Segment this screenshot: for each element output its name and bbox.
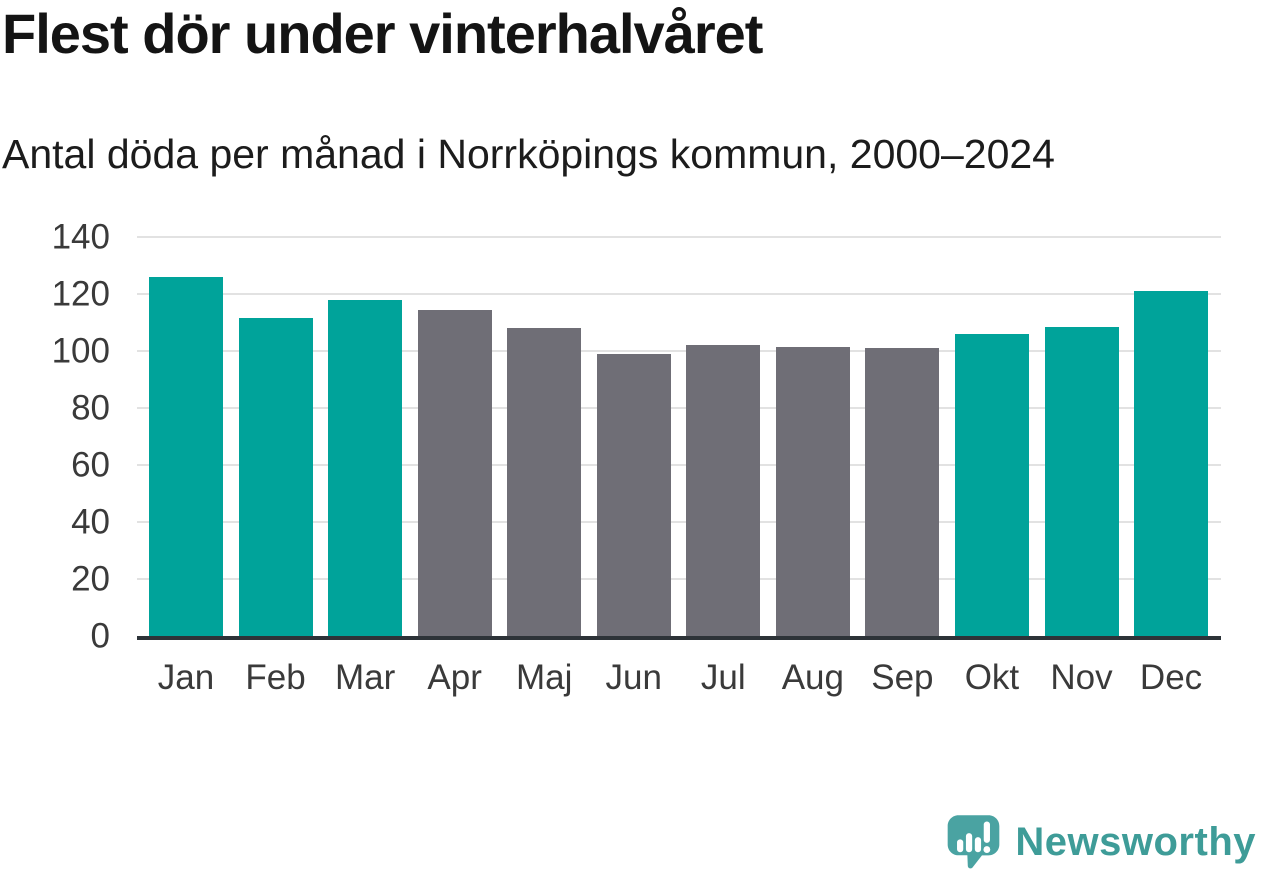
x-tick-label-jul: Jul (700, 658, 746, 697)
y-tick-label-140: 140 (51, 217, 110, 257)
x-tick-label-aug: Aug (781, 658, 844, 697)
y-axis-labels: 0 20 40 60 80 100 120 140 (0, 220, 110, 654)
x-tick-label-feb: Feb (245, 658, 306, 697)
gridline-140 (137, 236, 1221, 238)
bar-feb (238, 318, 313, 636)
x-tick-label-jan: Jan (157, 658, 215, 697)
y-tick-label-60: 60 (71, 445, 110, 485)
bar-nov (1044, 326, 1119, 636)
y-tick-label-100: 100 (51, 331, 110, 371)
y-tick-label-20: 20 (71, 559, 110, 599)
x-tick-label-apr: Apr (427, 658, 482, 697)
gridline-100 (137, 350, 1221, 352)
x-tick-label-sep: Sep (871, 658, 934, 697)
gridline-60 (137, 464, 1221, 466)
x-tick-label-nov: Nov (1050, 658, 1113, 697)
gridline-40 (137, 521, 1221, 523)
branding: Newsworthy (945, 810, 1256, 874)
x-tick-label-okt: Okt (964, 658, 1020, 697)
bar-aug (775, 346, 850, 636)
plot-area: Jan Feb Mar Apr Maj Jun Jul Aug Sep Okt Nov Dec (137, 236, 1221, 695)
bar-sep (865, 348, 940, 636)
gridline-120 (137, 293, 1221, 295)
x-tick-label-jun: Jun (605, 658, 662, 697)
newsworthy-logo-icon (948, 815, 1000, 869)
y-tick-label-80: 80 (71, 388, 110, 428)
bar-maj (507, 328, 582, 636)
bar-dec (1134, 291, 1209, 636)
gridline-80 (137, 407, 1221, 409)
y-tick-label-0: 0 (90, 616, 110, 656)
bar-jun (596, 353, 671, 636)
brand-name: Newsworthy (1015, 819, 1256, 864)
x-tick-label-mar: Mar (334, 658, 396, 697)
chart-title: Flest dör under vinterhalvåret (2, 2, 763, 65)
chart-subtitle: Antal döda per månad i Norrköpings kommu… (2, 131, 1055, 177)
x-tick-label-dec: Dec (1139, 658, 1203, 697)
y-tick-label-120: 120 (51, 274, 110, 314)
bar-okt (954, 333, 1029, 636)
bar-jul (686, 345, 761, 636)
y-tick-label-40: 40 (71, 502, 110, 542)
gridline-20 (137, 578, 1221, 580)
bar-jan (149, 276, 223, 636)
x-tick-label-maj: Maj (515, 658, 573, 697)
bar-mar (328, 299, 403, 636)
bar-apr (417, 309, 492, 636)
